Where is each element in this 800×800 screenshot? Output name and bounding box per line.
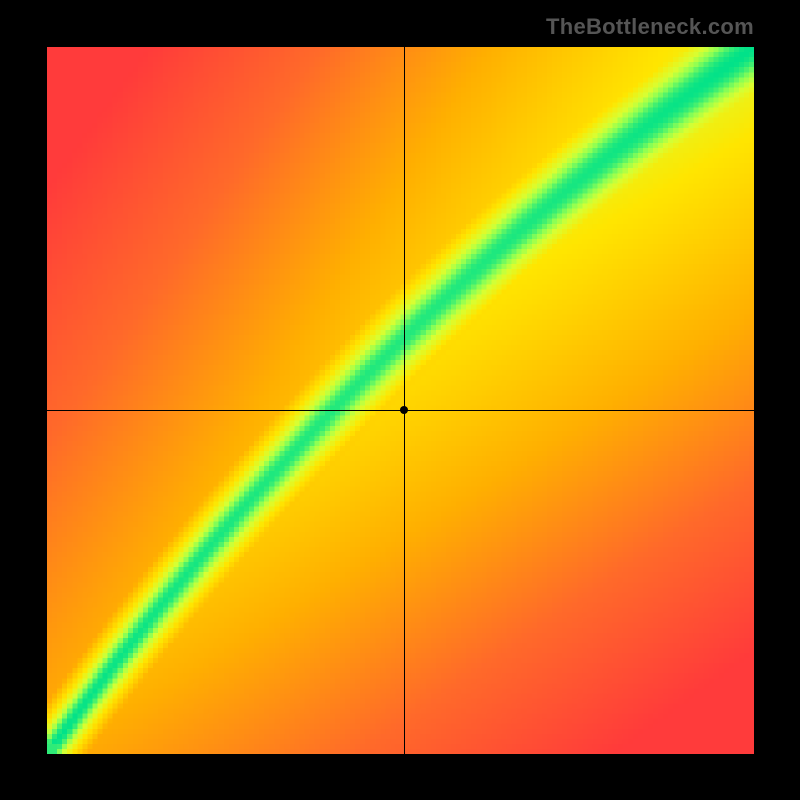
heatmap-plot (47, 47, 754, 754)
chart-frame: { "watermark": { "text": "TheBottleneck.… (0, 0, 800, 800)
watermark-text: TheBottleneck.com (546, 14, 754, 40)
crosshair-vertical (404, 47, 405, 754)
heatmap-canvas (47, 47, 754, 754)
crosshair-marker (400, 406, 408, 414)
